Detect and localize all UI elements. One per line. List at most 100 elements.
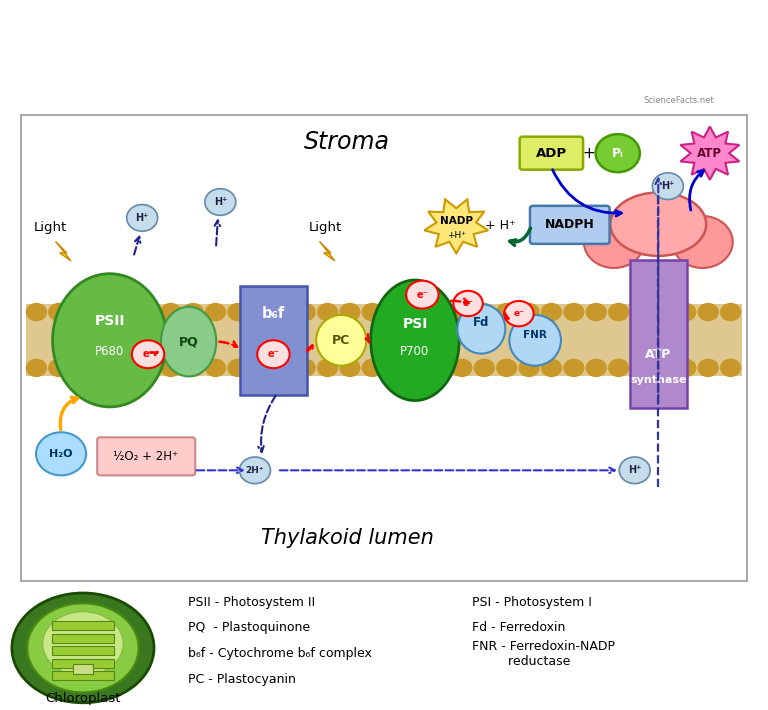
Circle shape bbox=[340, 359, 360, 376]
Text: Light: Light bbox=[309, 221, 342, 234]
Text: ADP: ADP bbox=[536, 147, 567, 160]
Text: ATP: ATP bbox=[697, 147, 723, 160]
Ellipse shape bbox=[611, 192, 707, 256]
Text: Fd - Ferredoxin: Fd - Ferredoxin bbox=[472, 621, 566, 635]
Circle shape bbox=[295, 303, 315, 321]
Circle shape bbox=[429, 303, 449, 321]
Polygon shape bbox=[424, 200, 488, 253]
Text: e⁻: e⁻ bbox=[462, 299, 474, 308]
FancyBboxPatch shape bbox=[630, 260, 687, 408]
Circle shape bbox=[385, 359, 405, 376]
Circle shape bbox=[138, 359, 158, 376]
Circle shape bbox=[564, 303, 584, 321]
Circle shape bbox=[240, 457, 270, 484]
Circle shape bbox=[71, 303, 91, 321]
Polygon shape bbox=[319, 241, 335, 261]
Circle shape bbox=[698, 359, 718, 376]
Text: synthase: synthase bbox=[630, 375, 687, 385]
Circle shape bbox=[273, 359, 293, 376]
Circle shape bbox=[184, 359, 203, 376]
Ellipse shape bbox=[371, 280, 459, 400]
Circle shape bbox=[250, 359, 270, 376]
Circle shape bbox=[273, 303, 293, 321]
Circle shape bbox=[452, 303, 472, 321]
Ellipse shape bbox=[316, 315, 366, 366]
Circle shape bbox=[407, 303, 427, 321]
Text: ScienceFacts.net: ScienceFacts.net bbox=[644, 96, 714, 105]
Circle shape bbox=[453, 291, 483, 316]
Circle shape bbox=[257, 340, 290, 368]
Text: PC: PC bbox=[332, 334, 350, 346]
Circle shape bbox=[497, 303, 517, 321]
Ellipse shape bbox=[12, 593, 154, 703]
Circle shape bbox=[127, 204, 157, 231]
Circle shape bbox=[138, 303, 158, 321]
Circle shape bbox=[36, 432, 86, 476]
Ellipse shape bbox=[28, 604, 139, 692]
Circle shape bbox=[475, 359, 495, 376]
Text: PSI - Photosystem I: PSI - Photosystem I bbox=[472, 596, 592, 608]
Circle shape bbox=[652, 173, 684, 200]
Ellipse shape bbox=[672, 216, 733, 268]
Circle shape bbox=[504, 301, 534, 327]
Ellipse shape bbox=[43, 611, 124, 676]
Circle shape bbox=[497, 359, 517, 376]
Circle shape bbox=[619, 457, 650, 484]
Circle shape bbox=[71, 359, 91, 376]
FancyBboxPatch shape bbox=[98, 437, 195, 476]
Text: NADP: NADP bbox=[440, 216, 473, 226]
Circle shape bbox=[205, 189, 236, 215]
Circle shape bbox=[654, 359, 674, 376]
Text: PSII: PSII bbox=[94, 315, 125, 328]
Circle shape bbox=[26, 303, 46, 321]
Text: Light-Dependent Reactions: Light-Dependent Reactions bbox=[64, 24, 704, 67]
Ellipse shape bbox=[52, 273, 167, 407]
Circle shape bbox=[406, 280, 439, 309]
Circle shape bbox=[631, 359, 651, 376]
Circle shape bbox=[116, 303, 136, 321]
Bar bbox=[52, 646, 114, 655]
Circle shape bbox=[519, 359, 539, 376]
Text: e⁻: e⁻ bbox=[416, 290, 429, 300]
Text: Pᵢ: Pᵢ bbox=[612, 147, 624, 160]
Circle shape bbox=[228, 303, 248, 321]
Text: H⁺: H⁺ bbox=[214, 197, 227, 207]
FancyBboxPatch shape bbox=[530, 206, 610, 244]
Text: H⁺: H⁺ bbox=[661, 181, 674, 191]
FancyBboxPatch shape bbox=[520, 137, 583, 170]
Text: b₆f - Cytochrome b₆f complex: b₆f - Cytochrome b₆f complex bbox=[188, 648, 372, 660]
FancyBboxPatch shape bbox=[22, 115, 746, 581]
Circle shape bbox=[385, 303, 405, 321]
Text: e⁻: e⁻ bbox=[142, 349, 154, 359]
Circle shape bbox=[541, 359, 561, 376]
Text: P700: P700 bbox=[400, 345, 429, 359]
Bar bbox=[26, 303, 742, 376]
Circle shape bbox=[586, 303, 606, 321]
Text: Stroma: Stroma bbox=[304, 130, 390, 154]
Circle shape bbox=[161, 359, 180, 376]
Circle shape bbox=[94, 359, 114, 376]
Circle shape bbox=[596, 134, 640, 173]
Text: +: + bbox=[583, 146, 595, 160]
Bar bbox=[73, 665, 93, 674]
Text: PQ: PQ bbox=[179, 335, 198, 348]
Text: FNR - Ferredoxin-NADP
         reductase: FNR - Ferredoxin-NADP reductase bbox=[472, 640, 615, 667]
Circle shape bbox=[26, 359, 46, 376]
Text: P680: P680 bbox=[95, 345, 124, 359]
Circle shape bbox=[49, 359, 68, 376]
Circle shape bbox=[295, 359, 315, 376]
Circle shape bbox=[429, 359, 449, 376]
Text: + H⁺: + H⁺ bbox=[485, 219, 516, 232]
Circle shape bbox=[609, 359, 628, 376]
Text: PQ  - Plastoquinone: PQ - Plastoquinone bbox=[188, 621, 310, 635]
Circle shape bbox=[720, 303, 740, 321]
Circle shape bbox=[519, 303, 539, 321]
Circle shape bbox=[206, 359, 226, 376]
Circle shape bbox=[317, 359, 337, 376]
Circle shape bbox=[116, 359, 136, 376]
Text: Thylakoid lumen: Thylakoid lumen bbox=[260, 528, 434, 548]
Circle shape bbox=[564, 359, 584, 376]
Circle shape bbox=[161, 303, 180, 321]
Circle shape bbox=[654, 303, 674, 321]
Text: +H⁺: +H⁺ bbox=[447, 231, 465, 240]
